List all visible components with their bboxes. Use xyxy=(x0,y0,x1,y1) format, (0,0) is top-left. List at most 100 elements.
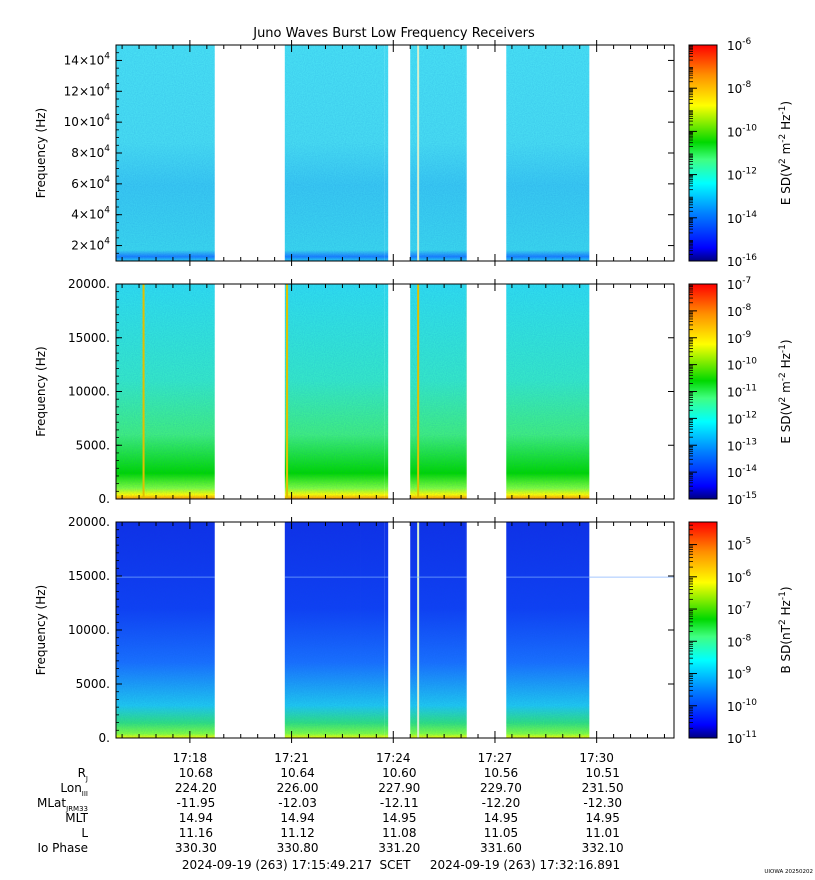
colorbar-tick-label: 10-13 xyxy=(727,437,757,453)
panels: 2×104 4×104 6×104 8×104 10×104 12×104 14×104 Fr… xyxy=(34,37,793,746)
footer-start-time: 2024-09-19 (263) 17:15:49.217 xyxy=(182,858,372,872)
colorbar-tick-label: 10-8 xyxy=(727,633,752,649)
y-tick-label: 20000. xyxy=(68,515,110,529)
y-tick-label: 20000. xyxy=(68,277,110,291)
colorbar-tick-label: 10-6 xyxy=(727,37,752,53)
y-axis-label: Frequency (Hz) xyxy=(34,108,48,199)
y-tick-label: 4×104 xyxy=(71,206,110,222)
ephemeris-value: 10.60 xyxy=(382,766,416,780)
footer: 2024-09-19 (263) 17:15:49.217 SCET 2024-… xyxy=(182,858,813,875)
ephemeris-value: 331.20 xyxy=(378,841,420,855)
ephemeris-value: -11.95 xyxy=(177,796,216,810)
data-gap xyxy=(388,521,411,739)
data-gap xyxy=(388,283,411,500)
colorbar-label: E SD(V2 m-2 Hz-1) xyxy=(778,101,793,205)
ephemeris-value: -12.20 xyxy=(482,796,521,810)
ephemeris-value: 14.94 xyxy=(280,811,314,825)
y-axis-label: Frequency (Hz) xyxy=(34,585,48,676)
y-axis-label: Frequency (Hz) xyxy=(34,346,48,437)
spectrogram-panel-1: 2×104 4×104 6×104 8×104 10×104 12×104 14×104 Fr… xyxy=(34,37,793,269)
colorbar-tick-label: 10-15 xyxy=(727,491,757,507)
ephemeris-value: 10.56 xyxy=(484,766,518,780)
colorbar-tick-label: 10-7 xyxy=(727,601,751,617)
data-gap xyxy=(466,283,507,500)
ephemeris-value: 14.95 xyxy=(382,811,416,825)
x-tick-label: 17:30 xyxy=(579,751,614,765)
spectrogram-noise xyxy=(360,522,385,738)
colorbar-tick-label: 10-7 xyxy=(727,276,751,292)
ephemeris-value: 10.51 xyxy=(585,766,619,780)
x-tick-label: 17:27 xyxy=(478,751,513,765)
ephemeris-value: 14.94 xyxy=(179,811,213,825)
ephemeris-value: 330.80 xyxy=(277,841,319,855)
spectrogram-noise xyxy=(360,284,385,499)
spectrogram-panel-2: 0. 5000. 10000. 15000. 20000. Frequency (Hz) 1… xyxy=(34,276,793,507)
ephemeris-value: -12.11 xyxy=(380,796,419,810)
y-tick-label: 8×104 xyxy=(71,144,110,160)
y-tick-label: 12×104 xyxy=(64,82,111,98)
colorbar-tick-label: 10-12 xyxy=(727,167,757,183)
ephemeris-value: -12.03 xyxy=(278,796,317,810)
ephemeris-row-label: LonIII xyxy=(60,781,88,798)
colorbar-label: B SD(nT2 Hz-1) xyxy=(778,586,793,673)
colorbar-tick-label: 10-5 xyxy=(727,537,751,553)
ephemeris-value: 11.05 xyxy=(484,826,518,840)
x-tick-label: 17:24 xyxy=(376,751,411,765)
spectrogram-noise xyxy=(283,45,361,261)
y-tick-label: 0. xyxy=(99,731,110,745)
x-tick-label: 17:21 xyxy=(274,751,309,765)
colorbar xyxy=(688,521,718,739)
colorbar-tick-label: 10-16 xyxy=(727,253,757,269)
data-gap xyxy=(466,521,507,739)
colorbar xyxy=(688,44,718,262)
ephemeris-value: 10.68 xyxy=(179,766,213,780)
y-tick-label: 2×104 xyxy=(71,237,110,253)
ephemeris-value: 10.64 xyxy=(280,766,314,780)
colorbar-tick-label: 10-9 xyxy=(727,330,752,346)
ephemeris-value: 231.50 xyxy=(582,781,624,795)
ephemeris-value: 229.70 xyxy=(480,781,522,795)
data-gap xyxy=(214,283,285,500)
ephemeris-row-label: L xyxy=(81,826,88,840)
ephemeris-table: 17:18 17:21 17:24 17:27 17:30 RJLonIIIMLatJRM… xyxy=(37,751,624,855)
y-tick-label: 15000. xyxy=(68,569,110,583)
colorbar-tick-label: 10-10 xyxy=(727,123,757,139)
y-tick-label: 10000. xyxy=(68,385,110,399)
colorbar-tick-label: 10-9 xyxy=(727,666,752,682)
ephemeris-row-label: Io Phase xyxy=(37,841,88,855)
colorbar-tick-label: 10-12 xyxy=(727,410,757,426)
ephemeris-value: 11.16 xyxy=(179,826,213,840)
plot-frame xyxy=(115,521,675,739)
spectrogram-noise xyxy=(283,284,361,499)
ephemeris-value: 11.08 xyxy=(382,826,416,840)
colorbar-tick-label: 10-11 xyxy=(727,730,757,746)
colorbar-label: E SD(V2 m-2 Hz-1) xyxy=(778,339,793,443)
plot-frame xyxy=(115,283,675,500)
spectrogram-noise xyxy=(283,522,361,738)
y-tick-label: 6×104 xyxy=(71,175,110,191)
ephemeris-value: 11.01 xyxy=(585,826,619,840)
y-tick-label: 10×104 xyxy=(64,113,111,129)
figure-title: Juno Waves Burst Low Frequency Receivers xyxy=(252,26,535,41)
footer-end-time: 2024-09-19 (263) 17:32:16.891 xyxy=(430,858,620,872)
colorbar-tick-label: 10-6 xyxy=(727,569,752,585)
colorbar-tick-label: 10-8 xyxy=(727,80,752,96)
ephemeris-value: -12.30 xyxy=(583,796,622,810)
y-tick-label: 10000. xyxy=(68,623,110,637)
ephemeris-row-label: MLT xyxy=(65,811,88,825)
data-gap xyxy=(214,44,285,262)
data-gap xyxy=(388,44,411,262)
ephemeris-row-label: MLatJRM33 xyxy=(37,796,88,813)
footer-scet-label: SCET xyxy=(380,858,412,872)
x-tick-label: 17:18 xyxy=(173,751,208,765)
colorbar-tick-label: 10-10 xyxy=(727,357,757,373)
y-tick-label: 5000. xyxy=(76,438,110,452)
ephemeris-value: 11.12 xyxy=(280,826,314,840)
colorbar-tick-label: 10-8 xyxy=(727,303,752,319)
ephemeris-row-label: RJ xyxy=(78,766,88,783)
ephemeris-value: 14.95 xyxy=(484,811,518,825)
colorbar-tick-label: 10-10 xyxy=(727,698,757,714)
y-tick-label: 0. xyxy=(99,492,110,506)
plot-frame xyxy=(115,44,675,262)
